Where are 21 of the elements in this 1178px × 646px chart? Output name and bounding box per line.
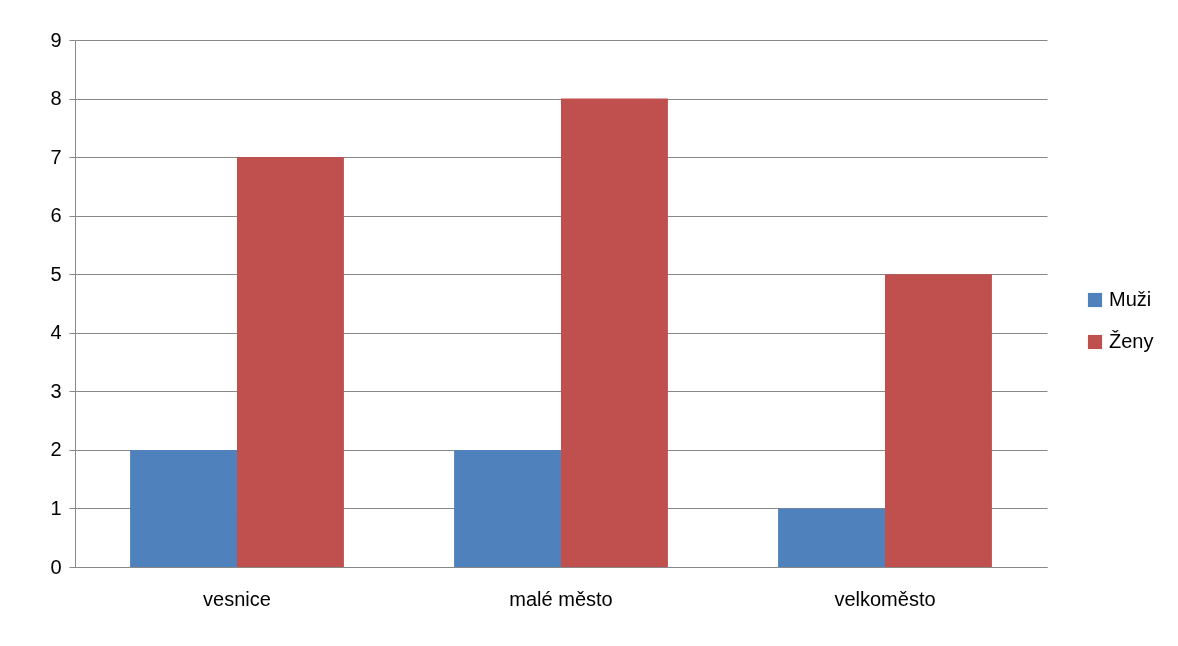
y-tick-label: 4 bbox=[50, 321, 62, 344]
bar bbox=[454, 449, 561, 567]
x-tick-label: velkoměsto bbox=[834, 587, 936, 610]
bar bbox=[237, 157, 344, 567]
bar bbox=[885, 274, 992, 567]
y-tick-label: 6 bbox=[50, 204, 62, 227]
y-tick-label: 9 bbox=[50, 28, 62, 51]
y-tick-label: 8 bbox=[50, 87, 62, 110]
y-tick-label: 1 bbox=[50, 496, 62, 519]
x-tick-label: malé město bbox=[509, 587, 613, 610]
bar bbox=[130, 449, 237, 567]
y-tick-label: 0 bbox=[50, 555, 62, 578]
y-tick-label: 7 bbox=[50, 145, 62, 168]
legend-label: Ženy bbox=[1109, 330, 1154, 352]
legend-label: Muži bbox=[1109, 288, 1152, 310]
bar bbox=[778, 508, 885, 567]
y-tick-label: 3 bbox=[50, 379, 62, 402]
bar bbox=[561, 98, 668, 567]
x-tick-label: vesnice bbox=[203, 587, 271, 610]
y-tick-label: 2 bbox=[50, 438, 62, 461]
y-tick-label: 5 bbox=[50, 262, 62, 285]
